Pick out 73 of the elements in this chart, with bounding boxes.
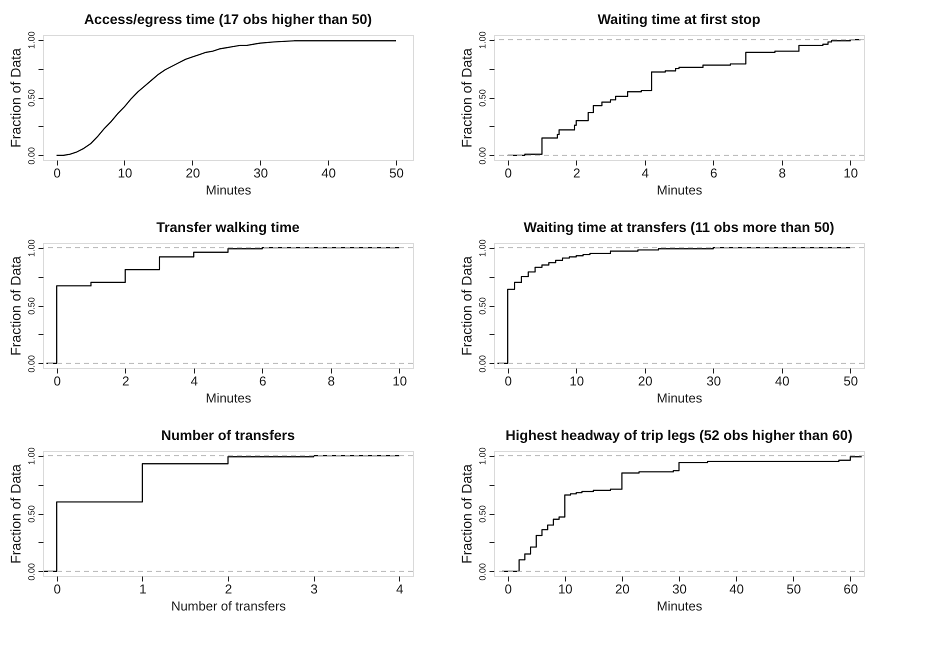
x-tick-label: 6: [710, 166, 718, 180]
y-tick-label: 0.00: [26, 355, 36, 373]
x-tick-label: 4: [190, 374, 198, 388]
x-tick-label: 8: [328, 374, 335, 388]
y-axis-title: Fraction of Data: [8, 464, 24, 564]
x-tick-label: 50: [389, 166, 404, 180]
y-tick-label: 1.00: [26, 31, 36, 49]
x-axis-title: Minutes: [206, 182, 252, 198]
x-tick-label: 6: [259, 374, 266, 388]
y-tick-label: 0.50: [478, 505, 488, 523]
x-tick-label: 2: [573, 166, 580, 180]
y-tick-label: 1.00: [478, 31, 488, 49]
x-tick-label: 4: [396, 582, 404, 596]
x-axis-title: Number of transfers: [171, 598, 286, 614]
x-tick-label: 0: [54, 582, 61, 596]
y-tick-label: 1.00: [26, 239, 36, 257]
chart-title: Waiting time at transfers (11 obs more than 50): [524, 218, 834, 235]
x-tick-label: 20: [615, 582, 630, 596]
x-tick-label: 10: [844, 166, 858, 180]
x-tick-label: 10: [569, 374, 584, 388]
x-tick-label: 60: [844, 582, 858, 596]
x-tick-label: 0: [504, 166, 512, 180]
x-tick-label: 20: [186, 166, 200, 180]
x-tick-label: 40: [775, 374, 790, 388]
x-tick-label: 50: [844, 374, 858, 388]
x-tick-label: 30: [254, 166, 268, 180]
y-axis-title: Fraction of Data: [458, 256, 474, 356]
x-tick-label: 40: [729, 582, 744, 596]
x-axis-title: Minutes: [656, 598, 703, 614]
x-tick-label: 10: [392, 374, 408, 388]
x-tick-label: 30: [672, 582, 687, 596]
y-tick-label: 0.00: [478, 147, 488, 165]
x-axis-title: Minutes: [656, 390, 703, 406]
y-tick-label: 0.50: [26, 505, 36, 523]
x-tick-label: 0: [504, 374, 512, 388]
chart-title: Waiting time at first stop: [598, 10, 760, 27]
y-axis-title: Fraction of Data: [458, 464, 474, 564]
chart-title: Transfer walking time: [156, 218, 300, 235]
y-axis-title: Fraction of Data: [8, 48, 24, 148]
x-tick-label: 0: [504, 582, 512, 596]
x-tick-label: 50: [786, 582, 801, 596]
y-tick-label: 0.00: [26, 563, 36, 581]
chart-title: Access/egress time (17 obs higher than 50): [84, 10, 372, 27]
line-series: [56, 40, 397, 156]
chart-title: Number of transfers: [161, 426, 296, 443]
y-axis-title: Fraction of Data: [8, 256, 24, 356]
y-tick-label: 0.50: [478, 89, 488, 107]
x-axis-title: Minutes: [206, 390, 252, 406]
x-tick-label: 0: [54, 374, 61, 388]
x-tick-label: 40: [321, 166, 336, 180]
x-tick-label: 2: [122, 374, 130, 388]
y-tick-label: 0.50: [26, 297, 36, 315]
x-tick-label: 20: [638, 374, 652, 388]
x-axis-title: Minutes: [656, 182, 703, 198]
y-tick-label: 0.00: [478, 563, 488, 581]
y-axis-title: Fraction of Data: [458, 48, 474, 148]
x-tick-label: 1: [139, 582, 146, 596]
x-tick-label: 4: [642, 166, 649, 180]
x-tick-label: 3: [310, 582, 318, 596]
y-tick-label: 1.00: [26, 447, 36, 465]
y-tick-label: 1.00: [478, 239, 488, 257]
y-tick-label: 0.50: [478, 297, 488, 315]
x-tick-label: 0: [53, 166, 61, 180]
chart-title: Highest headway of trip legs (52 obs higher than 60): [506, 426, 852, 443]
y-tick-label: 0.00: [478, 355, 488, 373]
y-tick-label: 0.50: [26, 89, 36, 107]
x-tick-label: 10: [118, 166, 132, 180]
x-tick-label: 8: [778, 166, 786, 180]
x-tick-label: 30: [706, 374, 721, 388]
y-tick-label: 1.00: [478, 447, 488, 465]
x-tick-label: 10: [558, 582, 573, 596]
x-tick-label: 2: [224, 582, 232, 596]
y-tick-label: 0.00: [26, 147, 36, 165]
